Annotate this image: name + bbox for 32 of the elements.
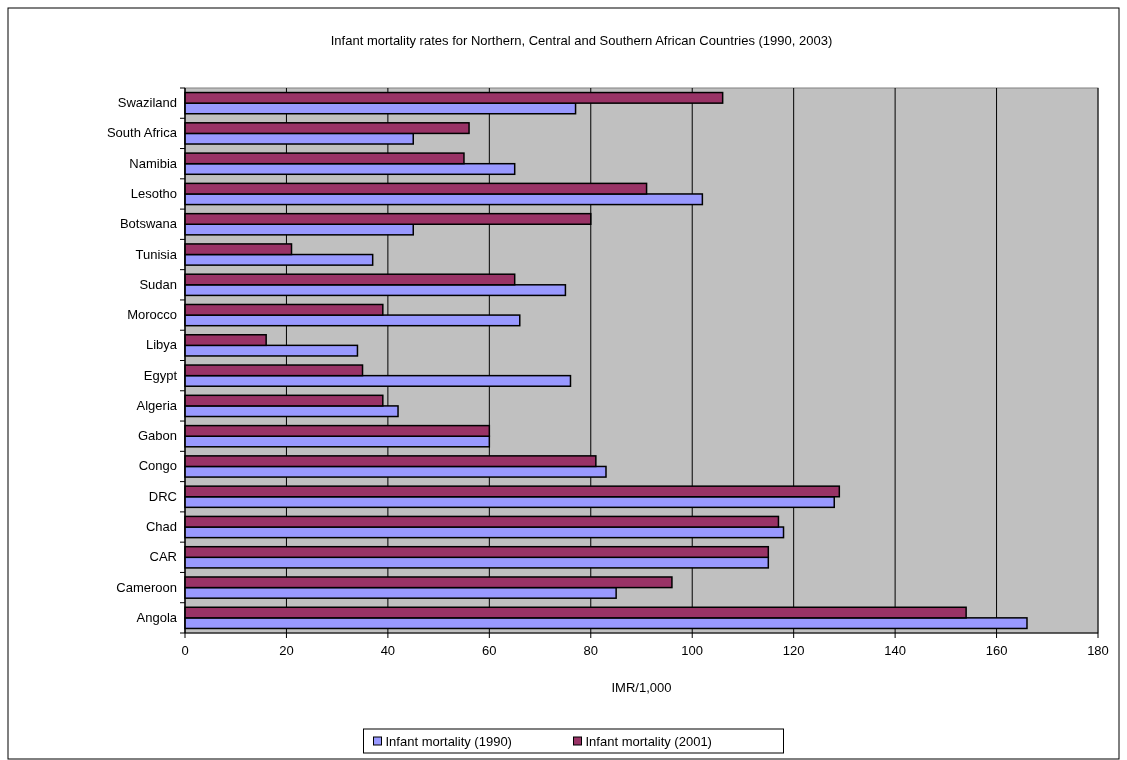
- y-tick-label: South Africa: [106, 125, 178, 141]
- x-tick-label: 180: [1087, 643, 1109, 658]
- legend-label: Infant mortality (2001): [585, 734, 712, 749]
- legend-label: Infant mortality (1990): [385, 734, 512, 749]
- x-tick-label: 100: [681, 643, 704, 658]
- y-tick-label: Gabon: [137, 428, 177, 444]
- x-tick-label: 120: [782, 643, 805, 658]
- chart-title: Infant mortality rates for Northern, Central and Southern African Countries (1990, 2003): [330, 33, 833, 48]
- y-tick-label: Lesotho: [130, 185, 177, 201]
- y-tick-label: DRC: [148, 488, 177, 504]
- y-tick-label: Namibia: [129, 155, 178, 171]
- y-tick-label: Botswana: [119, 216, 178, 232]
- y-tick-label: Algeria: [136, 397, 178, 413]
- y-tick-label: Morocco: [127, 307, 177, 323]
- x-tick-label: 160: [985, 643, 1008, 658]
- y-tick-label: CAR: [149, 549, 177, 565]
- x-tick-label: 80: [583, 643, 599, 658]
- y-tick-label: Swaziland: [117, 95, 177, 111]
- y-tick-label: Cameroon: [116, 579, 177, 595]
- x-tick-label: 0: [181, 643, 189, 658]
- x-tick-label: 60: [482, 643, 497, 658]
- x-tick-label: 140: [884, 643, 906, 658]
- x-tick-label: 20: [279, 643, 294, 658]
- x-tick-label: 40: [380, 643, 396, 658]
- y-tick-label: Chad: [145, 519, 177, 535]
- y-tick-label: Libya: [145, 337, 178, 353]
- y-tick-label: Angola: [136, 609, 178, 625]
- x-axis-title: IMR/1,000: [611, 680, 672, 695]
- y-tick-label: Egypt: [143, 367, 178, 383]
- y-tick-label: Sudan: [139, 276, 177, 292]
- y-tick-label: Tunisia: [135, 246, 178, 262]
- y-tick-label: Congo: [138, 458, 177, 474]
